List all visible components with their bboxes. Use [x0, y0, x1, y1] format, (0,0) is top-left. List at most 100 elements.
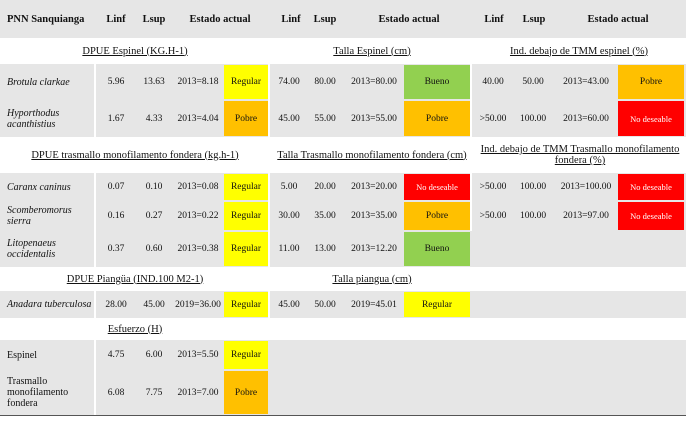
header-lsup-2: Lsup [313, 13, 337, 25]
status-badge: Pobre [224, 371, 268, 414]
status-badge: Regular [224, 202, 268, 230]
section-tmm-espinel: Ind. debajo de TMM espinel (%) [509, 45, 649, 57]
linf-value: 45.00 [278, 299, 300, 310]
header-estado-3: Estado actual [587, 13, 649, 25]
column-separator [94, 370, 96, 415]
column-separator [268, 231, 270, 267]
empty-cell [268, 370, 472, 415]
section-dpue-piangua: DPUE Piangüa (IND.100 M2-1) [66, 273, 204, 285]
header-lsup-3: Lsup [522, 13, 546, 25]
lsup-value: 50.00 [314, 299, 336, 310]
actual-value: 2013=12.20 [351, 244, 397, 254]
status-badge: Regular [404, 292, 470, 317]
linf-value: 1.67 [107, 113, 125, 124]
status-badge: Pobre [224, 101, 268, 136]
column-separator [268, 291, 270, 318]
linf-value: 0.37 [107, 244, 125, 254]
actual-value: 2013=8.18 [177, 77, 219, 87]
column-separator [268, 173, 270, 201]
column-separator [268, 201, 270, 231]
species-label: Espinel [7, 349, 37, 361]
table-header-row: PNN Sanquianga Linf Lsup Estado actual L… [0, 0, 686, 38]
status-badge: No deseable [618, 174, 684, 200]
table-row: Scomberomorus sierra 0.16 0.27 2013=0.22 Reg… [0, 201, 686, 231]
status-badge: No deseable [404, 174, 470, 200]
species-label: Brotula clarkae [7, 76, 70, 88]
actual-value: 2013=0.08 [177, 182, 219, 192]
section-talla-espinel: Talla Espinel (cm) [333, 45, 411, 57]
actual-value: 2013=0.22 [177, 211, 219, 221]
status-badge: Pobre [618, 65, 684, 99]
header-place: PNN Sanquianga [7, 13, 85, 25]
lsup-value: 4.33 [145, 113, 163, 124]
species-label: Trasmallo monofilamento fondera [7, 376, 69, 409]
table-row: Brotula clarkae 5.96 13.63 2013=8.18 Regular… [0, 64, 686, 100]
empty-cell [268, 340, 472, 370]
linf-value: 30.00 [278, 211, 300, 221]
linf-value: 5.00 [280, 182, 298, 192]
lsup-value: 6.00 [145, 350, 163, 360]
empty-cell [470, 370, 684, 415]
actual-value: 2013=0.38 [177, 244, 219, 254]
table-row: Litopenaeus occidentalis 0.37 0.60 2013=0.3… [0, 231, 686, 267]
lsup-value: 100.00 [519, 182, 547, 192]
lsup-value: 100.00 [519, 113, 547, 124]
lsup-value: 80.00 [314, 77, 336, 87]
species-label: Caranx caninus [7, 181, 71, 193]
table-row: Trasmallo monofilamento fondera 6.08 7.75 2… [0, 370, 686, 415]
column-separator [94, 201, 96, 231]
table-bottom-rule [0, 415, 686, 416]
linf-value: 45.00 [278, 113, 300, 124]
status-badge: Pobre [404, 202, 470, 230]
status-badge: Bueno [404, 232, 470, 266]
lsup-value: 50.00 [522, 77, 544, 87]
table-row: Anadara tuberculosa 28.00 45.00 2019=36.00 R… [0, 291, 686, 318]
table-row: Espinel 4.75 6.00 2013=5.50 Regular [0, 340, 686, 370]
linf-value: >50.00 [479, 113, 507, 124]
linf-value: >50.00 [479, 182, 507, 192]
linf-value: 4.75 [107, 350, 125, 360]
column-separator [470, 173, 472, 201]
section-tmm-trasmallo: Ind. debajo de TMM Trasmallo monofilamen… [480, 144, 680, 166]
header-lsup-1: Lsup [142, 13, 166, 25]
column-separator [94, 100, 96, 137]
lsup-value: 13.63 [143, 77, 165, 87]
column-separator [94, 291, 96, 318]
actual-value: 2013=60.00 [563, 113, 609, 124]
actual-value: 2013=20.00 [351, 182, 397, 192]
column-separator [94, 340, 96, 370]
column-separator [470, 100, 472, 137]
species-label: Anadara tuberculosa [7, 299, 92, 310]
section-dpue-trasmallo: DPUE trasmallo monofilamento fondera (kg… [31, 149, 239, 161]
species-label: Litopenaeus occidentalis [7, 238, 56, 260]
status-badge: Regular [224, 232, 268, 266]
linf-value: 0.07 [107, 182, 125, 192]
status-badge: Pobre [404, 101, 470, 136]
section-row-piangua: DPUE Piangüa (IND.100 M2-1) Talla piangu… [0, 267, 686, 291]
section-row-esfuerzo: Esfuerzo (H) [0, 318, 686, 340]
actual-value: 2013=7.00 [177, 387, 219, 398]
column-separator [470, 201, 472, 231]
linf-value: >50.00 [479, 211, 507, 221]
actual-value: 2019=45.01 [351, 299, 397, 310]
section-dpue-espinel: DPUE Espinel (KG.H-1) [82, 45, 188, 57]
column-separator [268, 64, 270, 100]
linf-value: 0.16 [107, 211, 125, 221]
section-talla-trasmallo: Talla Trasmallo monofilamento fondera (c… [277, 149, 467, 161]
actual-value: 2013=43.00 [563, 77, 609, 87]
species-label: Hyporthodus acanthistius [7, 107, 60, 130]
species-label: Scomberomorus sierra [7, 205, 72, 227]
status-badge: Regular [224, 292, 268, 317]
status-badge: No deseable [618, 202, 684, 230]
actual-value: 2013=80.00 [351, 77, 397, 87]
lsup-value: 35.00 [314, 211, 336, 221]
column-separator [94, 231, 96, 267]
linf-value: 5.96 [107, 77, 125, 87]
section-talla-piangua: Talla piangua (cm) [332, 273, 412, 285]
actual-value: 2013=100.00 [560, 182, 612, 192]
status-badge: Regular [224, 341, 268, 369]
header-linf-1: Linf [106, 13, 126, 25]
empty-cell [470, 231, 684, 267]
column-separator [470, 64, 472, 100]
